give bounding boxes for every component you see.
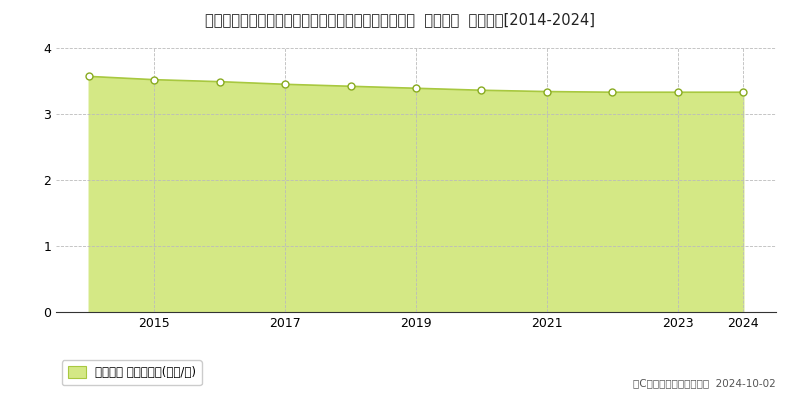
Point [214, 78, 226, 85]
Point [541, 88, 554, 95]
Point [148, 76, 161, 83]
Point [475, 87, 488, 94]
Point [278, 81, 291, 88]
Point [82, 73, 95, 80]
Point [410, 85, 422, 92]
Legend: 基準地価 平均坪単価(万円/坪): 基準地価 平均坪単価(万円/坪) [62, 360, 202, 385]
Text: 福島県耶麻郡磐梯町大字磐梯字南道割堂１８２番３９  基準地価  地価推移[2014-2024]: 福島県耶麻郡磐梯町大字磐梯字南道割堂１８２番３９ 基準地価 地価推移[2014-… [205, 12, 595, 27]
Text: （C）土地価格ドットコム  2024-10-02: （C）土地価格ドットコム 2024-10-02 [634, 378, 776, 388]
Point [606, 89, 618, 96]
Point [737, 89, 750, 96]
Point [344, 83, 357, 90]
Point [671, 89, 684, 96]
